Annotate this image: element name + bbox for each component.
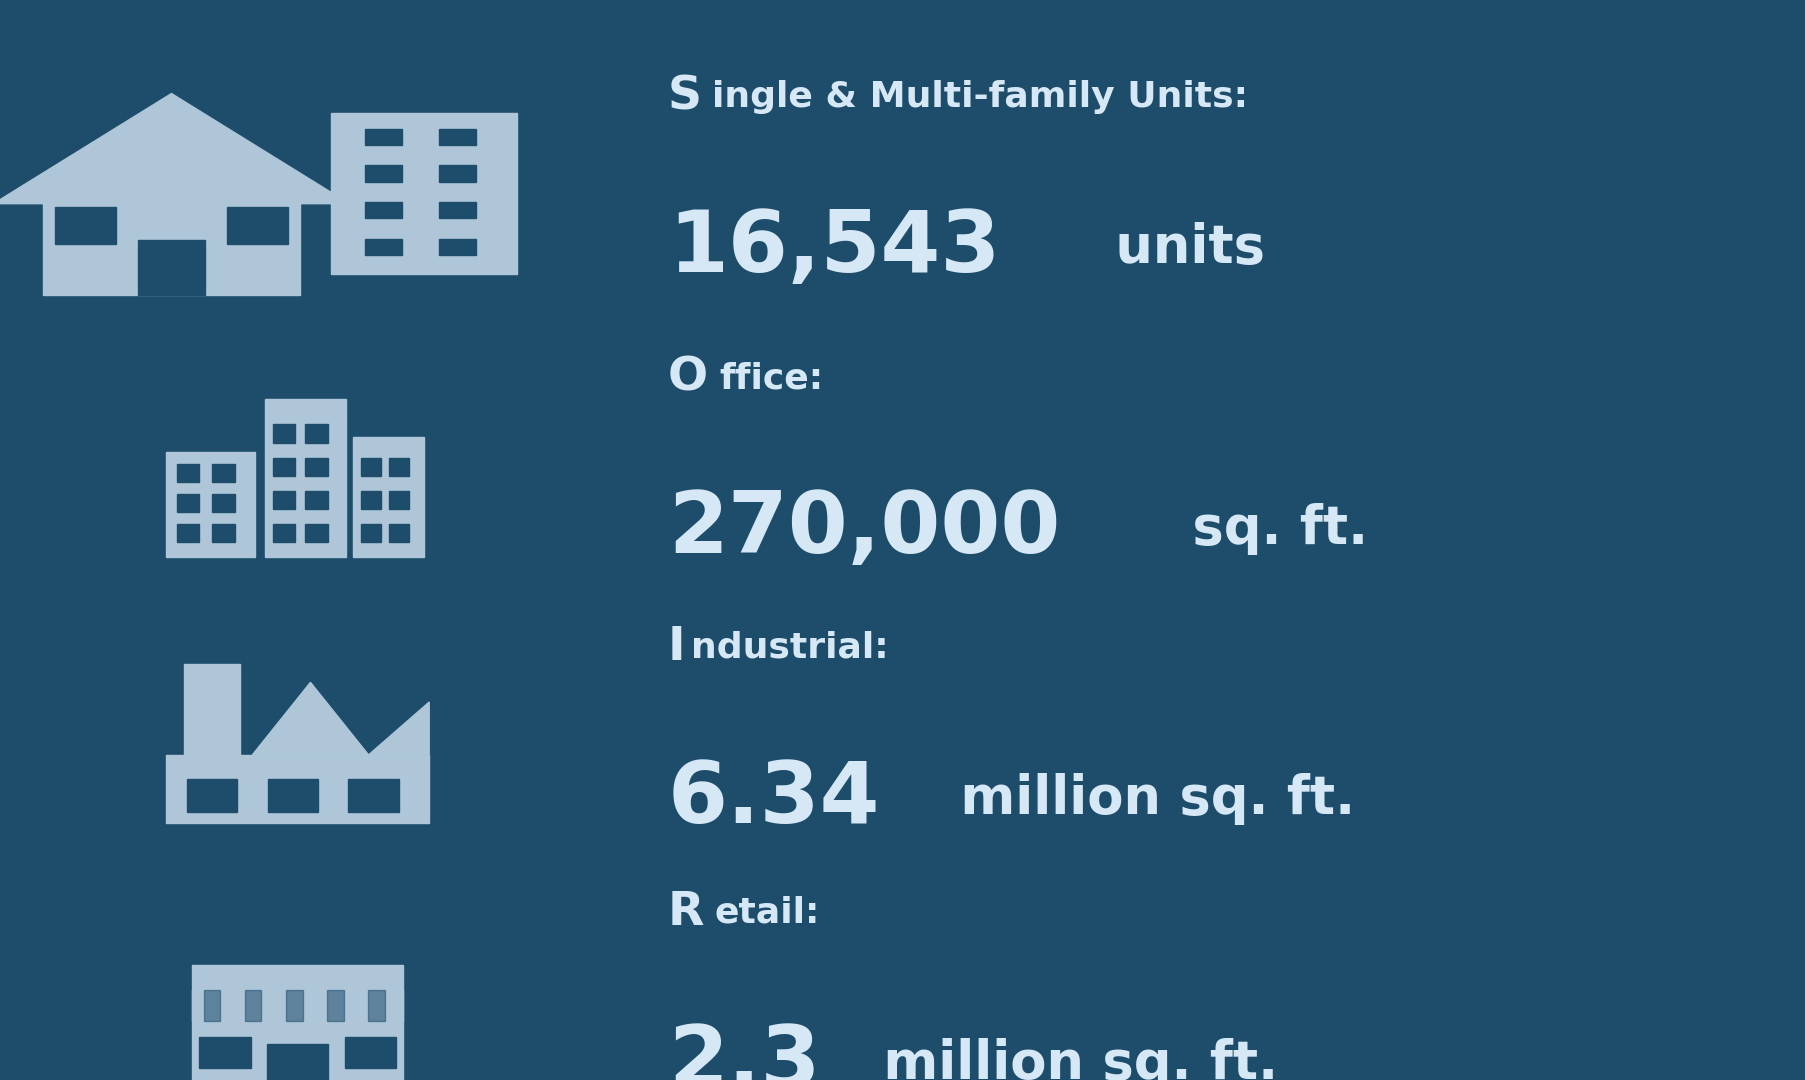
Bar <box>211 463 235 482</box>
Text: R: R <box>668 890 704 935</box>
Bar <box>365 239 403 255</box>
Bar <box>365 165 403 181</box>
Bar <box>361 491 381 509</box>
Bar <box>327 990 343 1022</box>
Bar <box>211 524 235 542</box>
Text: 2.3: 2.3 <box>668 1023 819 1080</box>
Polygon shape <box>0 94 350 204</box>
Bar <box>267 779 318 812</box>
Bar <box>186 779 236 812</box>
Text: 270,000: 270,000 <box>668 488 1060 570</box>
Bar <box>287 990 303 1022</box>
Bar <box>365 129 403 145</box>
Text: ffice:: ffice: <box>720 361 823 395</box>
Bar <box>368 990 384 1022</box>
Bar <box>305 491 329 509</box>
Bar <box>388 491 410 509</box>
Bar <box>330 112 518 274</box>
Text: million sq. ft.: million sq. ft. <box>865 1038 1278 1080</box>
Bar <box>354 436 424 557</box>
Bar <box>227 207 289 244</box>
Bar <box>361 458 381 476</box>
Bar <box>193 990 404 1080</box>
Text: ndustrial:: ndustrial: <box>691 631 888 665</box>
Text: units: units <box>1097 222 1265 274</box>
Bar <box>388 458 410 476</box>
Bar <box>137 241 206 296</box>
Text: 16,543: 16,543 <box>668 207 1000 289</box>
Bar <box>265 399 347 557</box>
Bar <box>273 424 296 443</box>
Bar <box>439 239 477 255</box>
Bar <box>211 494 235 512</box>
Bar <box>177 463 199 482</box>
Bar <box>305 424 329 443</box>
Bar <box>305 524 329 542</box>
Bar <box>267 1043 329 1080</box>
Text: million sq. ft.: million sq. ft. <box>942 773 1356 825</box>
Bar <box>43 200 300 296</box>
Text: S: S <box>668 75 702 120</box>
Bar <box>199 1037 251 1067</box>
Bar <box>439 202 477 218</box>
Bar <box>245 990 262 1022</box>
Bar <box>273 458 296 476</box>
Text: ingle & Multi-family Units:: ingle & Multi-family Units: <box>711 80 1247 114</box>
Bar <box>439 165 477 181</box>
Text: O: O <box>668 355 708 401</box>
Bar <box>177 524 199 542</box>
Bar <box>439 129 477 145</box>
Bar <box>348 779 399 812</box>
Bar <box>345 1037 397 1067</box>
Bar <box>54 207 116 244</box>
Bar <box>273 491 296 509</box>
Polygon shape <box>253 683 430 755</box>
Bar <box>388 524 410 542</box>
Bar <box>184 664 240 755</box>
Text: sq. ft.: sq. ft. <box>1173 503 1368 555</box>
Bar <box>273 524 296 542</box>
Bar <box>305 458 329 476</box>
Text: 6.34: 6.34 <box>668 758 881 840</box>
Bar <box>166 755 430 823</box>
Text: etail:: etail: <box>715 895 819 930</box>
Bar <box>166 451 255 557</box>
Bar <box>204 990 220 1022</box>
Text: I: I <box>668 625 686 671</box>
Bar <box>177 494 199 512</box>
Bar <box>193 966 404 990</box>
Bar <box>193 990 404 1022</box>
Bar <box>365 202 403 218</box>
Bar <box>361 524 381 542</box>
